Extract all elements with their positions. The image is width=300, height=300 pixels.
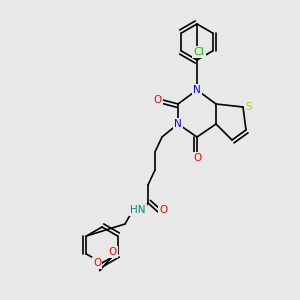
Text: O: O xyxy=(154,95,162,105)
Text: S: S xyxy=(246,102,252,112)
Text: Cl: Cl xyxy=(194,47,204,57)
Text: HN: HN xyxy=(130,205,146,215)
Text: O: O xyxy=(109,247,117,257)
Text: O: O xyxy=(93,258,101,268)
Text: N: N xyxy=(174,119,182,129)
Text: O: O xyxy=(193,153,201,163)
Text: O: O xyxy=(159,205,167,215)
Text: N: N xyxy=(193,85,201,95)
